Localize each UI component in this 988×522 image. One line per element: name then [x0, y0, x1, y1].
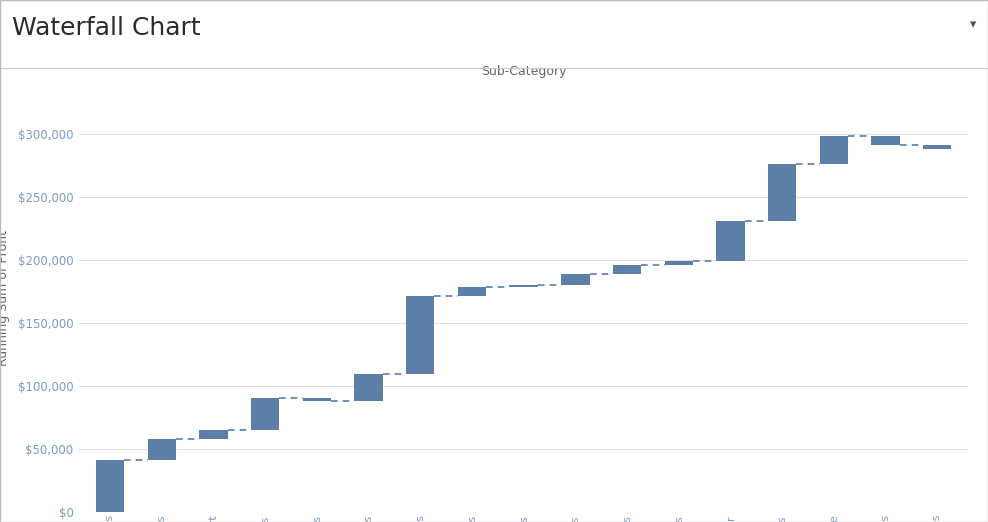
- Bar: [716, 221, 745, 261]
- Bar: [457, 288, 486, 296]
- Bar: [355, 374, 382, 401]
- Bar: [820, 136, 848, 164]
- Bar: [768, 164, 796, 221]
- Bar: [665, 261, 693, 265]
- Text: Waterfall Chart: Waterfall Chart: [12, 16, 201, 40]
- Bar: [613, 265, 641, 274]
- Text: ▾: ▾: [970, 18, 976, 31]
- Bar: [96, 460, 124, 512]
- Bar: [871, 136, 900, 145]
- Bar: [406, 296, 435, 374]
- Bar: [923, 145, 951, 149]
- Y-axis label: Running Sum of Profit: Running Sum of Profit: [0, 230, 10, 365]
- Bar: [147, 438, 176, 460]
- Bar: [302, 398, 331, 401]
- Title: Sub-Category: Sub-Category: [481, 65, 566, 78]
- Bar: [251, 398, 280, 430]
- Bar: [510, 285, 537, 288]
- Bar: [561, 274, 590, 285]
- Bar: [200, 430, 227, 438]
